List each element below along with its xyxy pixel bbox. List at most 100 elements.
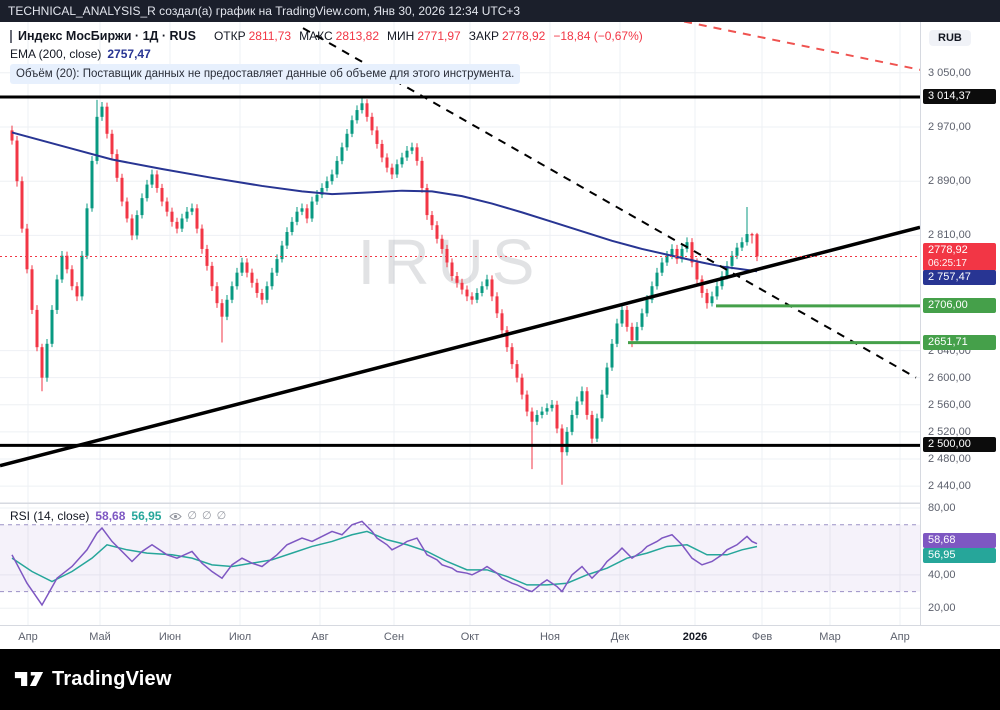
price-badge: 2778,92 06:25:17 [923, 243, 996, 272]
candle-body [110, 133, 114, 155]
candle-body [380, 143, 384, 158]
candle-body [535, 414, 539, 422]
candle-body [640, 313, 644, 327]
candle-body [55, 279, 59, 310]
candle-body [550, 404, 554, 409]
candle-body [345, 133, 349, 148]
candle-body [90, 160, 94, 209]
chart-legend: Индекс МосБиржи · 1Д · RUS ОТКР 2811,73 … [10, 28, 643, 86]
candle-body [75, 286, 79, 297]
candle-body [145, 184, 149, 199]
candle-body [150, 174, 154, 185]
rsi-axis-label: 40,00 [928, 568, 956, 581]
candle-body [155, 174, 159, 188]
candle-body [100, 106, 104, 117]
price-axis-label: 2 810,00 [928, 229, 971, 242]
candle-body [755, 234, 759, 257]
change-value: −18,84 (−0,67%) [553, 29, 643, 43]
candle-body [45, 343, 49, 378]
candle-body [445, 248, 449, 263]
source-icon[interactable]: ∅ [202, 510, 212, 522]
time-axis-label: Авг [311, 631, 329, 643]
volume-label: Объём (20): [16, 68, 80, 80]
candle-body [15, 140, 19, 182]
time-axis-label: Фев [751, 631, 773, 643]
candle-body [80, 255, 84, 297]
candle-body [725, 265, 729, 277]
brand-wordmark[interactable]: TradingView [52, 667, 172, 690]
price-badge: 3 014,37 [923, 88, 996, 104]
candle-body [630, 326, 634, 341]
tradingview-logo-icon[interactable] [14, 668, 44, 690]
price-axis-label: 2 480,00 [928, 452, 971, 465]
candle-body [615, 323, 619, 344]
candle-body [270, 272, 274, 287]
candle-body [250, 272, 254, 283]
rsi-line [11, 520, 758, 607]
rsi-axis-label: 20,00 [928, 602, 956, 615]
currency-label[interactable]: RUB [929, 30, 971, 46]
candle-body [690, 242, 694, 263]
chart-canvas[interactable]: IRUS [0, 22, 920, 625]
candle-body [335, 160, 339, 175]
candle-body [390, 167, 394, 175]
candle-body [515, 364, 519, 378]
price-axis-label: 2 560,00 [928, 398, 971, 411]
candle-body [470, 296, 474, 300]
candle-body [285, 232, 289, 246]
candle-body [420, 160, 424, 188]
time-axis-label: Июн [158, 631, 182, 643]
candle-body [720, 276, 724, 287]
candle-body [700, 279, 704, 293]
candle-body [500, 313, 504, 331]
rsi-ma-value: 56,95 [131, 509, 162, 523]
candle-body [60, 255, 64, 280]
candle-body [520, 377, 524, 395]
candle-body [25, 228, 29, 270]
symbol-title[interactable]: Индекс МосБиржи · 1Д · RUS [18, 29, 196, 43]
candle-body [130, 218, 134, 236]
time-axis-label: Дек [610, 631, 630, 643]
rsi-label[interactable]: RSI (14, close) [10, 509, 90, 523]
candle-body [735, 247, 739, 256]
candle-body [620, 309, 624, 324]
time-axis-label: Июл [228, 631, 252, 643]
settings-icon[interactable]: ∅ [187, 510, 198, 522]
more-icon[interactable]: ∅ [216, 510, 227, 522]
price-axis-label: 2 970,00 [928, 121, 971, 133]
candle-body [545, 408, 549, 412]
candle-body [135, 215, 139, 236]
candle-body [425, 187, 429, 216]
candle-body [405, 150, 409, 158]
attribution-bar: TECHNICAL_ANALYSIS_R создал(а) график на… [0, 0, 1000, 22]
time-axis[interactable]: Апр Май Июн Июл Авг Сен Окт Ноя Дек 2026 Фев Мар Апр [0, 625, 1000, 649]
candle-body [565, 431, 569, 453]
candle-body [610, 343, 614, 368]
candle-body [305, 208, 309, 219]
volume-warning: Объём (20): Поставщик данных не предоста… [10, 64, 521, 84]
volume-legend-row: Объём (20): Поставщик данных не предоста… [10, 64, 643, 84]
candle-body [295, 211, 299, 222]
ema-label[interactable]: EMA (200, close) [10, 47, 102, 61]
eye-icon[interactable] [169, 512, 183, 521]
descending-trendline-dashed [302, 27, 917, 379]
candle-body [530, 411, 534, 422]
candle-body [480, 286, 484, 293]
high-value: 2813,82 [335, 29, 380, 43]
candle-body [30, 269, 34, 310]
candle-body [660, 262, 664, 273]
pane-separator[interactable] [0, 503, 1000, 504]
time-axis-label: Апр [890, 631, 910, 643]
candle-body [355, 110, 359, 121]
rsi-value: 58,68 [95, 509, 126, 523]
time-axis-label: Ноя [539, 631, 561, 643]
candle-body [525, 394, 529, 412]
candle-body [670, 248, 674, 256]
candle-body [440, 238, 444, 249]
price-axis[interactable]: RUB 3 050,00 2 970,00 2 890,00 2 810,00 2 64… [920, 22, 1000, 625]
ema-200-line [11, 131, 758, 273]
candle-body [300, 208, 304, 212]
candle-body [585, 391, 589, 415]
candle-body [490, 279, 494, 297]
rsi-legend-actions: ∅ ∅ ∅ [169, 508, 226, 524]
